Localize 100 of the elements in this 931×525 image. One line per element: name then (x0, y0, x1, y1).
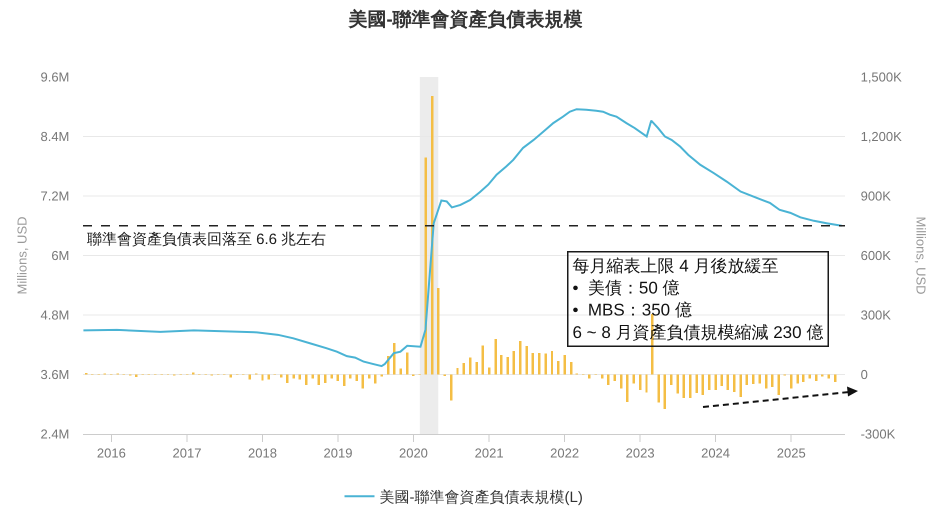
y-tick-label: 2.4M (40, 426, 70, 442)
bar (802, 374, 805, 382)
bar (752, 374, 754, 384)
bar (607, 374, 610, 386)
y-axis-title: Millions, USD (14, 216, 30, 295)
bar (638, 374, 642, 390)
bar (374, 374, 377, 384)
bar (714, 374, 717, 390)
bar (475, 362, 478, 374)
bar (512, 351, 516, 374)
chart-title: 美國-聯準會資產負債表規模 (347, 8, 583, 31)
bar (494, 338, 497, 374)
bar (670, 374, 673, 386)
line-series (83, 108, 843, 368)
bar (657, 374, 660, 402)
bar (726, 374, 730, 390)
bar (437, 288, 440, 374)
bar (462, 362, 466, 374)
y-tick-label: 3.6M (40, 367, 70, 382)
bar (519, 341, 522, 374)
ref-line-label: 聯準會資產負債表回落至 6.6 兆左右 (87, 231, 326, 248)
y2-axis-title: Millions, USD (913, 216, 928, 295)
y2-tick-label: 1,500K (860, 70, 902, 85)
x-tick-label: 2025 (776, 446, 806, 461)
bar (764, 374, 768, 389)
bar (330, 374, 333, 378)
bar (814, 374, 818, 381)
bar (538, 352, 541, 374)
bar (406, 352, 408, 374)
bar (305, 374, 308, 386)
bar (268, 374, 270, 380)
bar (626, 374, 629, 402)
bar (248, 374, 252, 380)
bar (286, 374, 289, 383)
bar (280, 374, 282, 378)
bar (318, 374, 320, 386)
bar (400, 368, 402, 374)
bar (393, 343, 396, 374)
bar (343, 374, 346, 386)
bar (348, 374, 352, 378)
bar (739, 374, 742, 397)
x-tick-label: 2017 (172, 446, 202, 461)
y2-tick-label: -300K (860, 426, 896, 442)
x-tick-label: 2022 (550, 446, 580, 461)
y-tick-label: 7.2M (40, 188, 70, 204)
x-tick-label: 2024 (701, 446, 730, 461)
bar (770, 374, 774, 387)
bar (708, 374, 710, 390)
bar (312, 374, 314, 378)
bar (230, 374, 232, 378)
y-tick-label: 4.8M (40, 308, 70, 323)
bar (298, 374, 302, 380)
bar (632, 374, 635, 384)
bar (336, 374, 340, 382)
x-tick-label: 2019 (324, 446, 352, 461)
bar (790, 374, 792, 389)
bar (682, 374, 686, 398)
bar (532, 352, 534, 374)
bar (525, 346, 528, 374)
bar (570, 362, 572, 374)
bar (292, 374, 295, 378)
bar (758, 374, 761, 384)
bar (600, 374, 604, 378)
bar (556, 360, 560, 374)
legend-label: 美國-聯準會資產負債表規模(L) (380, 489, 583, 506)
y2-tick-label: 0 (860, 367, 868, 382)
bar (588, 374, 591, 378)
y2-tick-label: 600K (860, 248, 892, 264)
bar (746, 374, 748, 386)
y-tick-label: 6M (51, 248, 70, 264)
bar (368, 374, 370, 378)
bar (676, 374, 679, 394)
bar (324, 374, 327, 383)
bar (808, 374, 812, 378)
bar (481, 346, 484, 374)
bar (450, 374, 452, 400)
bar (544, 353, 547, 374)
bar (620, 374, 622, 389)
bar (355, 374, 358, 381)
bar (834, 374, 836, 382)
bar (733, 374, 736, 392)
y2-tick-label: 900K (860, 188, 892, 204)
bar (689, 374, 692, 398)
x-tick-label: 2018 (248, 446, 277, 461)
bar (720, 374, 724, 386)
bar (702, 374, 704, 396)
bar (506, 356, 509, 374)
y-tick-label: 8.4M (40, 129, 70, 144)
x-tick-label: 2021 (474, 446, 504, 461)
bar (695, 374, 698, 393)
x-tick-label: 2023 (626, 446, 655, 461)
bar (777, 374, 780, 396)
bar (614, 374, 616, 381)
bar (431, 96, 434, 374)
y2-tick-label: 1,200K (860, 129, 902, 144)
x-tick-label: 2020 (398, 446, 428, 461)
bar (362, 374, 364, 389)
bar (796, 374, 799, 384)
bar (664, 374, 666, 410)
x-tick-label: 2016 (96, 446, 126, 461)
